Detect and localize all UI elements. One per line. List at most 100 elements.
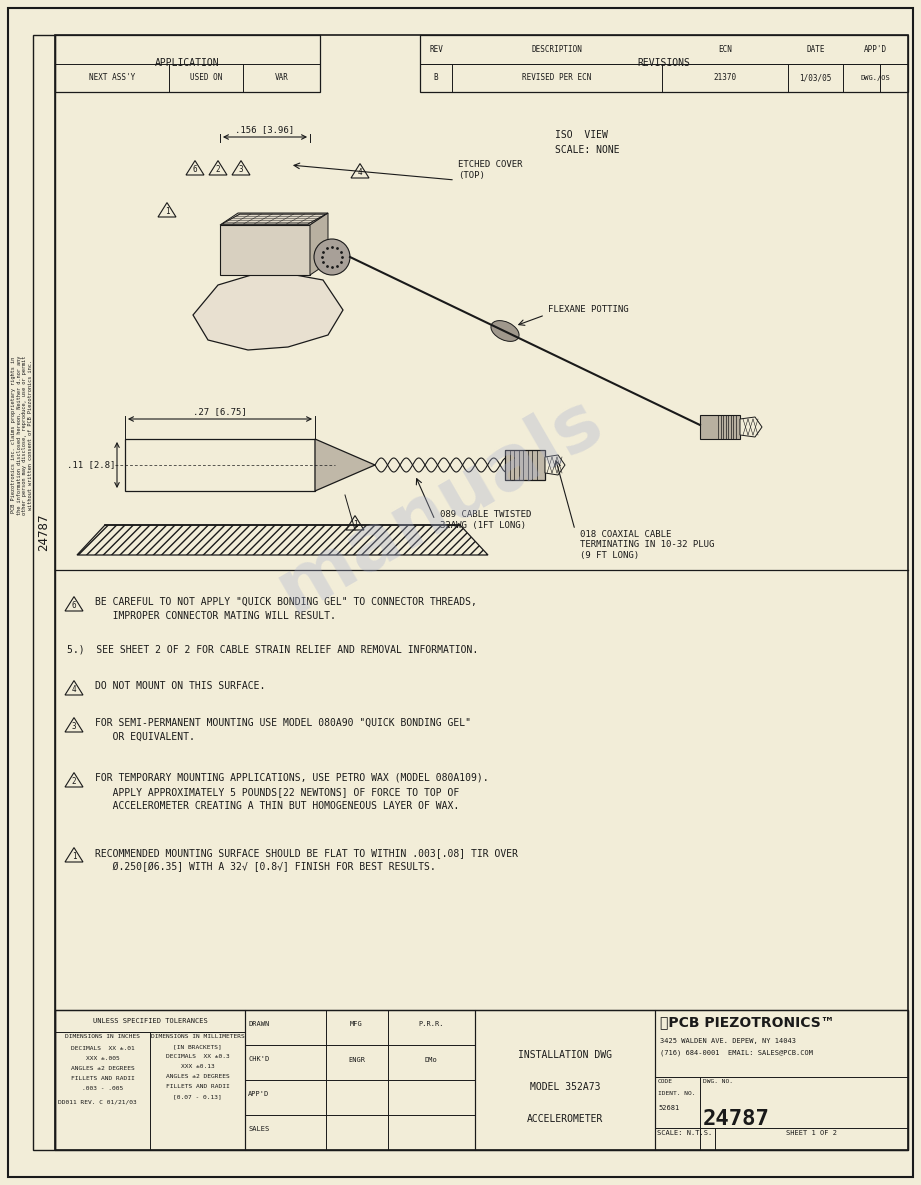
Text: 2: 2 bbox=[72, 777, 76, 786]
Bar bbox=[55, 1010, 245, 1149]
Bar bbox=[245, 1010, 475, 1149]
Text: FOR SEMI-PERMANENT MOUNTING USE MODEL 080A90 "QUICK BONDING GEL": FOR SEMI-PERMANENT MOUNTING USE MODEL 08… bbox=[95, 718, 471, 728]
Polygon shape bbox=[545, 455, 565, 475]
Text: FLEXANE POTTING: FLEXANE POTTING bbox=[548, 306, 629, 314]
Text: DD011 REV. C 01/21/03: DD011 REV. C 01/21/03 bbox=[58, 1100, 136, 1104]
Text: VAR: VAR bbox=[274, 73, 288, 82]
Text: 21370: 21370 bbox=[714, 73, 737, 82]
Bar bbox=[475, 1010, 655, 1149]
Text: ACCELEROMETER: ACCELEROMETER bbox=[527, 1114, 603, 1125]
Text: DATE: DATE bbox=[806, 45, 824, 53]
Text: 3: 3 bbox=[239, 165, 243, 174]
Text: DWG./OS: DWG./OS bbox=[860, 75, 891, 81]
Polygon shape bbox=[65, 847, 83, 861]
Polygon shape bbox=[186, 161, 204, 175]
Text: 6: 6 bbox=[192, 165, 197, 174]
Polygon shape bbox=[65, 718, 83, 732]
Bar bbox=[220, 225, 310, 275]
Text: SCALE: N.T.S.: SCALE: N.T.S. bbox=[658, 1130, 713, 1136]
Text: 4: 4 bbox=[72, 685, 76, 694]
Text: XXX ±.005: XXX ±.005 bbox=[86, 1056, 120, 1061]
Text: SALES: SALES bbox=[248, 1126, 269, 1132]
Text: UNLESS SPECIFIED TOLERANCES: UNLESS SPECIFIED TOLERANCES bbox=[93, 1018, 207, 1024]
Text: DESCRIPTION: DESCRIPTION bbox=[531, 45, 582, 53]
Bar bbox=[125, 438, 315, 491]
Text: NEXT ASS'Y: NEXT ASS'Y bbox=[88, 73, 135, 82]
Text: 018 COAXIAL CABLE
TERMINATING IN 10-32 PLUG
(9 FT LONG): 018 COAXIAL CABLE TERMINATING IN 10-32 P… bbox=[580, 530, 715, 559]
Text: [0.07 - 0.13]: [0.07 - 0.13] bbox=[173, 1094, 222, 1098]
Text: ECN: ECN bbox=[718, 45, 732, 53]
Text: ISO  VIEW: ISO VIEW bbox=[555, 130, 608, 140]
Bar bbox=[420, 36, 908, 92]
Text: [IN BRACKETS]: [IN BRACKETS] bbox=[173, 1044, 222, 1049]
Text: 4: 4 bbox=[357, 168, 362, 177]
Polygon shape bbox=[232, 161, 250, 175]
Text: SHEET 1 OF 2: SHEET 1 OF 2 bbox=[786, 1130, 837, 1136]
Text: APPLY APPROXIMATELY 5 POUNDS[22 NEWTONS] OF FORCE TO TOP OF: APPLY APPROXIMATELY 5 POUNDS[22 NEWTONS]… bbox=[95, 787, 460, 798]
Polygon shape bbox=[65, 596, 83, 611]
Text: INSTALLATION DWG: INSTALLATION DWG bbox=[518, 1050, 612, 1059]
Text: Ø.250[Ø6.35] WITH A 32√ [0.8√] FINISH FOR BEST RESULTS.: Ø.250[Ø6.35] WITH A 32√ [0.8√] FINISH FO… bbox=[95, 861, 436, 872]
Text: MFG: MFG bbox=[350, 1021, 363, 1027]
Text: IDENT. NO.: IDENT. NO. bbox=[658, 1091, 695, 1096]
Text: .003 - .005: .003 - .005 bbox=[82, 1085, 123, 1091]
Text: .27 [6.75]: .27 [6.75] bbox=[193, 406, 247, 416]
Text: APP'D: APP'D bbox=[864, 45, 887, 53]
Text: P.R.R.: P.R.R. bbox=[418, 1021, 444, 1027]
Text: DMo: DMo bbox=[425, 1057, 437, 1063]
Text: 1: 1 bbox=[353, 520, 357, 529]
Polygon shape bbox=[351, 164, 369, 178]
Polygon shape bbox=[315, 438, 375, 491]
Text: MODEL 352A73: MODEL 352A73 bbox=[530, 1082, 600, 1093]
Text: CODE: CODE bbox=[658, 1080, 673, 1084]
Text: REV: REV bbox=[429, 45, 443, 53]
Text: REVISED PER ECN: REVISED PER ECN bbox=[522, 73, 591, 82]
Text: APP'D: APP'D bbox=[248, 1091, 269, 1097]
Text: USED ON: USED ON bbox=[190, 73, 222, 82]
Text: PCB Piezotronics inc. claims proprietary rights in
the information disclosed her: PCB Piezotronics inc. claims proprietary… bbox=[11, 356, 33, 514]
Text: ACCELEROMETER CREATING A THIN BUT HOMOGENEOUS LAYER OF WAX.: ACCELEROMETER CREATING A THIN BUT HOMOGE… bbox=[95, 801, 460, 811]
Ellipse shape bbox=[491, 321, 519, 341]
Text: 52681: 52681 bbox=[658, 1106, 680, 1112]
Text: 3: 3 bbox=[72, 722, 76, 731]
Text: XXX ±0.13: XXX ±0.13 bbox=[181, 1064, 215, 1069]
Text: 5.)  SEE SHEET 2 OF 2 FOR CABLE STRAIN RELIEF AND REMOVAL INFORMATION.: 5.) SEE SHEET 2 OF 2 FOR CABLE STRAIN RE… bbox=[67, 643, 478, 654]
Text: manuals: manuals bbox=[264, 383, 615, 628]
Bar bbox=[505, 450, 545, 480]
Text: (716) 684-0001  EMAIL: SALES@PCB.COM: (716) 684-0001 EMAIL: SALES@PCB.COM bbox=[660, 1050, 813, 1057]
Circle shape bbox=[314, 239, 350, 275]
Polygon shape bbox=[193, 270, 343, 350]
Polygon shape bbox=[65, 680, 83, 694]
Polygon shape bbox=[740, 417, 762, 437]
Polygon shape bbox=[220, 213, 328, 225]
Bar bbox=[700, 415, 740, 438]
Text: REVISIONS: REVISIONS bbox=[637, 58, 691, 68]
Text: RECOMMENDED MOUNTING SURFACE SHOULD BE FLAT TO WITHIN .003[.08] TIR OVER: RECOMMENDED MOUNTING SURFACE SHOULD BE F… bbox=[95, 848, 518, 858]
Text: APPLICATION: APPLICATION bbox=[155, 58, 220, 68]
Polygon shape bbox=[158, 203, 176, 217]
Text: DWG. NO.: DWG. NO. bbox=[703, 1080, 733, 1084]
Polygon shape bbox=[65, 773, 83, 787]
Text: ENGR: ENGR bbox=[348, 1057, 365, 1063]
Bar bbox=[33, 36, 55, 1149]
Text: 089 CABLE TWISTED
32AWG (1FT LONG): 089 CABLE TWISTED 32AWG (1FT LONG) bbox=[440, 511, 531, 530]
Text: .156 [3.96]: .156 [3.96] bbox=[236, 124, 295, 134]
Text: OR EQUIVALENT.: OR EQUIVALENT. bbox=[95, 732, 195, 742]
Bar bbox=[655, 1010, 908, 1149]
Text: ⓇPCB PIEZOTRONICS™: ⓇPCB PIEZOTRONICS™ bbox=[660, 1016, 834, 1029]
Text: 1: 1 bbox=[165, 207, 169, 216]
Text: FOR TEMPORARY MOUNTING APPLICATIONS, USE PETRO WAX (MODEL 080A109).: FOR TEMPORARY MOUNTING APPLICATIONS, USE… bbox=[95, 773, 489, 783]
Text: DIMENSIONS IN INCHES: DIMENSIONS IN INCHES bbox=[65, 1035, 140, 1039]
Text: DO NOT MOUNT ON THIS SURFACE.: DO NOT MOUNT ON THIS SURFACE. bbox=[95, 681, 265, 691]
Text: 6: 6 bbox=[72, 601, 76, 610]
Text: FILLETS AND RADII: FILLETS AND RADII bbox=[71, 1076, 134, 1081]
Text: ETCHED COVER
(TOP): ETCHED COVER (TOP) bbox=[458, 160, 522, 180]
Text: DECIMALS  XX ±0.3: DECIMALS XX ±0.3 bbox=[166, 1053, 229, 1059]
Polygon shape bbox=[346, 515, 364, 530]
Text: BE CAREFUL TO NOT APPLY "QUICK BONDING GEL" TO CONNECTOR THREADS,: BE CAREFUL TO NOT APPLY "QUICK BONDING G… bbox=[95, 597, 477, 607]
Text: SCALE: NONE: SCALE: NONE bbox=[555, 145, 620, 155]
Text: 24787: 24787 bbox=[703, 1109, 770, 1129]
Bar bbox=[55, 1010, 908, 1149]
Text: 1: 1 bbox=[72, 852, 76, 861]
Text: B: B bbox=[434, 73, 438, 82]
